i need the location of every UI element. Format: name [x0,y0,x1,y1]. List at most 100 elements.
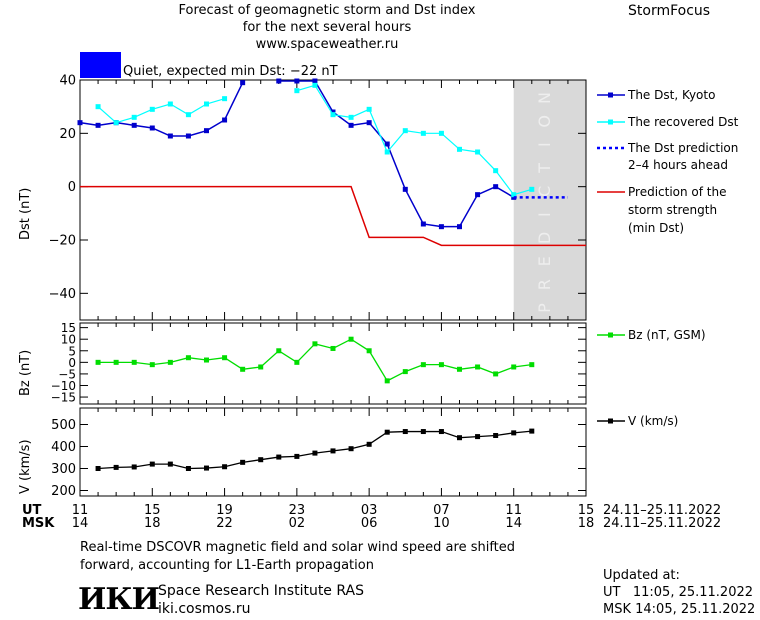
dst-ytick-label: 20 [59,127,76,142]
the-dst-kyoto-point [420,221,426,227]
bz-ytick-label: −15 [51,391,76,405]
prediction-label-letter: D [535,232,554,244]
chart-title-line-3[interactable]: www.spaceweather.ru [255,37,399,52]
msk-tick-label: 14 [505,516,522,531]
legend-speed: V (km/s) [628,414,679,428]
dst-y-axis-label: Dst (nT) [18,187,33,240]
v-km-s-point [95,466,101,471]
bz-nt-gsm-point [113,359,119,365]
v-km-s-point [185,466,191,471]
prediction-label-letter: P [535,303,554,313]
the-recovered-dst-point [511,192,517,198]
bz-nt-gsm-point [222,355,228,361]
the-dst-kyoto-point [384,141,390,147]
the-recovered-dst-point [294,88,300,94]
the-recovered-dst-point [420,130,426,136]
the-dst-kyoto-point [149,125,155,131]
v-km-s-point [222,464,228,470]
v-km-s-point [366,441,372,447]
bz-nt-gsm-point [276,348,282,354]
the-recovered-dst-point [493,168,499,174]
the-recovered-dst-point [348,114,354,120]
the-recovered-dst-point [185,112,191,118]
the-dst-kyoto-point [131,122,137,128]
prediction-of-the-storm-strength-min-dst-line [80,185,586,247]
ut-axis-label: UT [22,503,42,518]
legend-bz: Bz (nT, GSM) [628,328,706,342]
msk-tick-label: 02 [288,516,306,531]
the-dst-kyoto-point [366,120,372,126]
v-km-s-point [402,429,408,435]
the-recovered-dst-point [312,82,318,88]
brand-name: StormFocus [628,3,711,19]
speed-y-axis-label: V (km/s) [18,439,33,494]
bz-nt-gsm-point [95,359,101,365]
institute-site[interactable]: iki.cosmos.ru [158,601,251,617]
bz-nt-gsm-point [131,359,137,365]
the-dst-kyoto-point [167,133,173,139]
prediction-label-letter: T [535,163,554,174]
the-dst-kyoto-point [438,224,444,230]
bz-nt-gsm-point [475,364,481,370]
the-recovered-dst-point [475,149,481,155]
the-recovered-dst-point [438,130,444,136]
ut-tick-label: 15 [577,503,595,518]
v-km-s-point [348,446,354,452]
ut-tick-label: 11 [505,503,522,518]
msk-date-range: 24.11–25.11.2022 [603,516,722,531]
v-km-s-point [475,434,481,440]
v-km-s-line [98,430,532,470]
bz-legend-marker [608,332,613,338]
the-dst-kyoto-line [79,82,244,137]
v-km-s-point [493,433,499,438]
bz-plot-frame [79,322,587,405]
the-recovered-dst-point [330,112,336,118]
v-km-s-point [330,448,336,454]
v-km-s-point [204,465,209,471]
msk-tick-label: 18 [144,516,161,531]
bz-nt-gsm-point [167,359,173,365]
v-km-s-point [149,461,155,467]
prediction-label-letter: O [535,115,554,128]
bz-nt-gsm-point [185,355,191,361]
ut-tick-label: 03 [360,503,378,518]
the-recovered-dst-point [384,149,390,155]
the-recovered-dst-point [131,114,137,120]
the-recovered-dst-point [366,106,372,112]
prediction-label-letter: C [535,186,554,197]
ut-tick-label: 19 [216,503,233,518]
bz-nt-gsm-point [312,341,318,347]
bz-ytick-label: 15 [61,321,76,335]
dst-kyoto-legend-marker [608,92,613,98]
ut-tick-label: 15 [144,503,161,518]
updated-msk: MSK 14:05, 25.11.2022 [603,602,756,617]
the-recovered-dst-point [113,120,119,126]
v-km-s-point [131,464,137,470]
v-ytick-label: 400 [51,440,76,455]
dst-ytick-label: 40 [59,74,76,89]
bz-nt-gsm-point [438,362,444,368]
the-dst-kyoto-point [294,78,300,84]
ut-date-range: 24.11–25.11.2022 [603,503,722,518]
status-text: Quiet, expected min Dst: −22 nT [123,64,338,79]
updated-ut: UT 11:05, 25.11.2022 [603,585,754,600]
the-recovered-dst-point [457,146,462,152]
v-km-s-point [438,429,444,435]
v-km-s-point [420,429,426,435]
chart-title-line-1: Forecast of geomagnetic storm and Dst in… [178,3,476,18]
bz-nt-gsm-point [366,348,372,354]
prediction-label-letter: I [535,212,554,217]
the-recovered-dst-line [296,84,532,196]
bz-y-axis-label: Bz (nT) [18,349,33,396]
legend-dst-kyoto: The Dst, Kyoto [628,88,716,102]
v-ytick-label: 200 [51,484,76,499]
v-ytick-label: 300 [51,462,76,477]
v-km-s-point [113,464,119,470]
status-color-box [80,52,121,78]
bz-nt-gsm-point [149,362,155,368]
prediction-zone [513,80,586,320]
v-km-s-point [240,459,246,465]
legend-marks [597,92,625,424]
bz-nt-gsm-point [384,378,390,384]
msk-tick-label: 10 [433,516,450,531]
